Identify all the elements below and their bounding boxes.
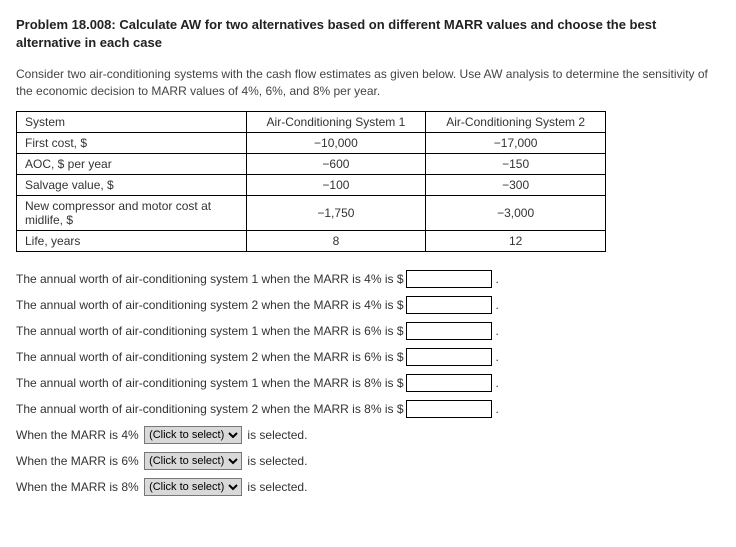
- select-marr-4[interactable]: (Click to select): [144, 426, 242, 444]
- selection-posttext: is selected.: [247, 454, 307, 468]
- period: .: [496, 350, 499, 364]
- selection-pretext: When the MARR is 4%: [16, 428, 139, 442]
- question-text: The annual worth of air-conditioning sys…: [16, 402, 404, 416]
- answer-input-2-8[interactable]: [406, 400, 492, 418]
- answer-input-2-4[interactable]: [406, 296, 492, 314]
- table-cell: Life, years: [17, 230, 247, 251]
- table-cell: −10,000: [246, 132, 426, 153]
- selection-pretext: When the MARR is 8%: [16, 480, 139, 494]
- period: .: [496, 298, 499, 312]
- period: .: [496, 402, 499, 416]
- period: .: [496, 376, 499, 390]
- table-header: System: [17, 111, 247, 132]
- table-cell: −300: [426, 174, 606, 195]
- table-cell: First cost, $: [17, 132, 247, 153]
- system-table: System Air-Conditioning System 1 Air-Con…: [16, 111, 606, 252]
- select-marr-8[interactable]: (Click to select): [144, 478, 242, 496]
- question-text: The annual worth of air-conditioning sys…: [16, 376, 404, 390]
- period: .: [496, 272, 499, 286]
- problem-title: Problem 18.008: Calculate AW for two alt…: [16, 16, 720, 52]
- table-cell: Salvage value, $: [17, 174, 247, 195]
- question-text: The annual worth of air-conditioning sys…: [16, 272, 404, 286]
- selection-posttext: is selected.: [247, 428, 307, 442]
- table-cell: −17,000: [426, 132, 606, 153]
- table-cell: −150: [426, 153, 606, 174]
- table-header: Air-Conditioning System 2: [426, 111, 606, 132]
- table-header: Air-Conditioning System 1: [246, 111, 426, 132]
- table-cell: AOC, $ per year: [17, 153, 247, 174]
- question-text: The annual worth of air-conditioning sys…: [16, 350, 404, 364]
- table-cell: 8: [246, 230, 426, 251]
- table-cell: −600: [246, 153, 426, 174]
- question-text: The annual worth of air-conditioning sys…: [16, 298, 404, 312]
- table-cell: −3,000: [426, 195, 606, 230]
- select-marr-6[interactable]: (Click to select): [144, 452, 242, 470]
- table-cell: 12: [426, 230, 606, 251]
- answer-input-1-6[interactable]: [406, 322, 492, 340]
- problem-description: Consider two air-conditioning systems wi…: [16, 66, 720, 98]
- table-cell: New compressor and motor cost at midlife…: [17, 195, 247, 230]
- table-cell: −100: [246, 174, 426, 195]
- answer-input-1-8[interactable]: [406, 374, 492, 392]
- question-text: The annual worth of air-conditioning sys…: [16, 324, 404, 338]
- table-cell: −1,750: [246, 195, 426, 230]
- selection-posttext: is selected.: [247, 480, 307, 494]
- answer-input-2-6[interactable]: [406, 348, 492, 366]
- selection-pretext: When the MARR is 6%: [16, 454, 139, 468]
- answer-input-1-4[interactable]: [406, 270, 492, 288]
- period: .: [496, 324, 499, 338]
